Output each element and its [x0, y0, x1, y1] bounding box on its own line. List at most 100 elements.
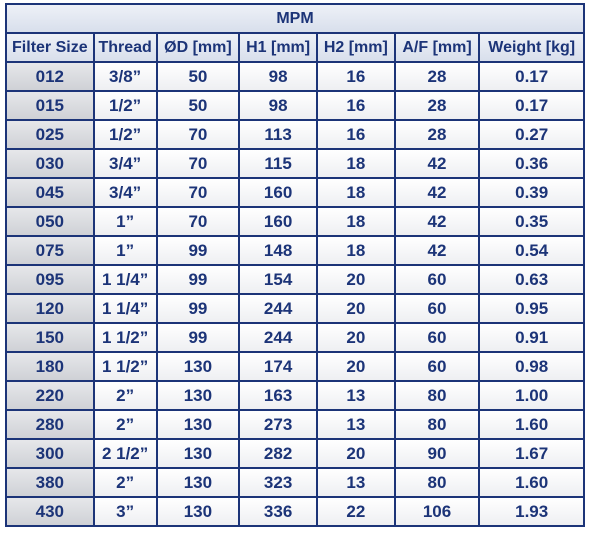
table-cell: 22	[315, 496, 396, 527]
column-header: Thread	[92, 32, 158, 63]
table-cell: 98	[238, 90, 318, 121]
table-cell: 0.35	[478, 206, 585, 237]
table-cell: 1.00	[478, 380, 585, 411]
header-row: Filter Size Thread ØD [mm] H1 [mm] H2 [mm] A/…	[5, 32, 585, 63]
table-cell: 99	[155, 264, 241, 295]
table-row: 300 2 1/2” 130 282 20 90 1.67	[5, 438, 585, 469]
table-cell: 16	[315, 119, 396, 150]
table-cell: 13	[315, 467, 396, 498]
table-cell: 1 1/2”	[92, 322, 158, 353]
table-cell: 163	[238, 380, 318, 411]
table-cell: 90	[393, 438, 481, 469]
table-cell: 70	[155, 206, 241, 237]
table-cell: 2”	[92, 467, 158, 498]
table-cell: 0.17	[478, 90, 585, 121]
table-cell: 1 1/4”	[92, 264, 158, 295]
table-cell: 130	[155, 467, 241, 498]
table-cell: 075	[5, 235, 95, 266]
table-cell: 20	[315, 322, 396, 353]
table-title: MPM	[5, 3, 585, 34]
spec-table: MPM Filter Size Thread ØD [mm] H1 [mm] H2 [m…	[5, 3, 585, 527]
table-row: 012 3/8” 50 98 16 28 0.17	[5, 61, 585, 92]
table-cell: 0.91	[478, 322, 585, 353]
table-cell: 113	[238, 119, 318, 150]
table-cell: 60	[393, 293, 481, 324]
table-cell: 28	[393, 61, 481, 92]
table-cell: 42	[393, 235, 481, 266]
table-cell: 130	[155, 438, 241, 469]
table-cell: 220	[5, 380, 95, 411]
column-header: H1 [mm]	[238, 32, 318, 63]
table-cell: 42	[393, 148, 481, 179]
table-cell: 80	[393, 467, 481, 498]
table-cell: 20	[315, 351, 396, 382]
table-cell: 80	[393, 409, 481, 440]
table-cell: 0.39	[478, 177, 585, 208]
table-cell: 430	[5, 496, 95, 527]
table-cell: 50	[155, 61, 241, 92]
table-cell: 0.27	[478, 119, 585, 150]
table-cell: 13	[315, 380, 396, 411]
table-cell: 50	[155, 90, 241, 121]
table-cell: 130	[155, 409, 241, 440]
column-header: A/F [mm]	[393, 32, 481, 63]
table-cell: 0.95	[478, 293, 585, 324]
table-row: 075 1” 99 148 18 42 0.54	[5, 235, 585, 266]
table-cell: 1”	[92, 235, 158, 266]
table-cell: 244	[238, 293, 318, 324]
table-cell: 28	[393, 119, 481, 150]
table-cell: 095	[5, 264, 95, 295]
table-cell: 42	[393, 177, 481, 208]
table-cell: 60	[393, 264, 481, 295]
table-cell: 0.54	[478, 235, 585, 266]
table-row: 380 2” 130 323 13 80 1.60	[5, 467, 585, 498]
table-cell: 1.60	[478, 467, 585, 498]
table-row: 180 1 1/2” 130 174 20 60 0.98	[5, 351, 585, 382]
table-cell: 015	[5, 90, 95, 121]
table-cell: 3/4”	[92, 177, 158, 208]
table-cell: 300	[5, 438, 95, 469]
table-row: 430 3” 130 336 22 106 1.93	[5, 496, 585, 527]
table-row: 045 3/4” 70 160 18 42 0.39	[5, 177, 585, 208]
table-row: 120 1 1/4” 99 244 20 60 0.95	[5, 293, 585, 324]
table-cell: 60	[393, 322, 481, 353]
table-cell: 130	[155, 496, 241, 527]
table-row: 220 2” 130 163 13 80 1.00	[5, 380, 585, 411]
table-cell: 045	[5, 177, 95, 208]
table-cell: 336	[238, 496, 318, 527]
table-cell: 282	[238, 438, 318, 469]
table-row: 030 3/4” 70 115 18 42 0.36	[5, 148, 585, 179]
table-cell: 2 1/2”	[92, 438, 158, 469]
column-header: ØD [mm]	[155, 32, 241, 63]
table-row: 150 1 1/2” 99 244 20 60 0.91	[5, 322, 585, 353]
table-cell: 13	[315, 409, 396, 440]
table-cell: 60	[393, 351, 481, 382]
table-cell: 380	[5, 467, 95, 498]
table-cell: 99	[155, 322, 241, 353]
table-cell: 18	[315, 206, 396, 237]
table-cell: 280	[5, 409, 95, 440]
table-cell: 20	[315, 264, 396, 295]
table-cell: 160	[238, 206, 318, 237]
table-cell: 2”	[92, 380, 158, 411]
table-cell: 3/8”	[92, 61, 158, 92]
table-cell: 80	[393, 380, 481, 411]
table-row: 015 1/2” 50 98 16 28 0.17	[5, 90, 585, 121]
table-cell: 154	[238, 264, 318, 295]
table-cell: 0.98	[478, 351, 585, 382]
column-header: Weight [kg]	[478, 32, 585, 63]
table-cell: 1.67	[478, 438, 585, 469]
table-row: 095 1 1/4” 99 154 20 60 0.63	[5, 264, 585, 295]
table-cell: 16	[315, 61, 396, 92]
table-cell: 70	[155, 119, 241, 150]
table-cell: 130	[155, 380, 241, 411]
table-cell: 70	[155, 177, 241, 208]
table-cell: 1/2”	[92, 90, 158, 121]
table-cell: 030	[5, 148, 95, 179]
table-cell: 28	[393, 90, 481, 121]
table-cell: 012	[5, 61, 95, 92]
table-cell: 160	[238, 177, 318, 208]
table-cell: 18	[315, 148, 396, 179]
table-cell: 42	[393, 206, 481, 237]
